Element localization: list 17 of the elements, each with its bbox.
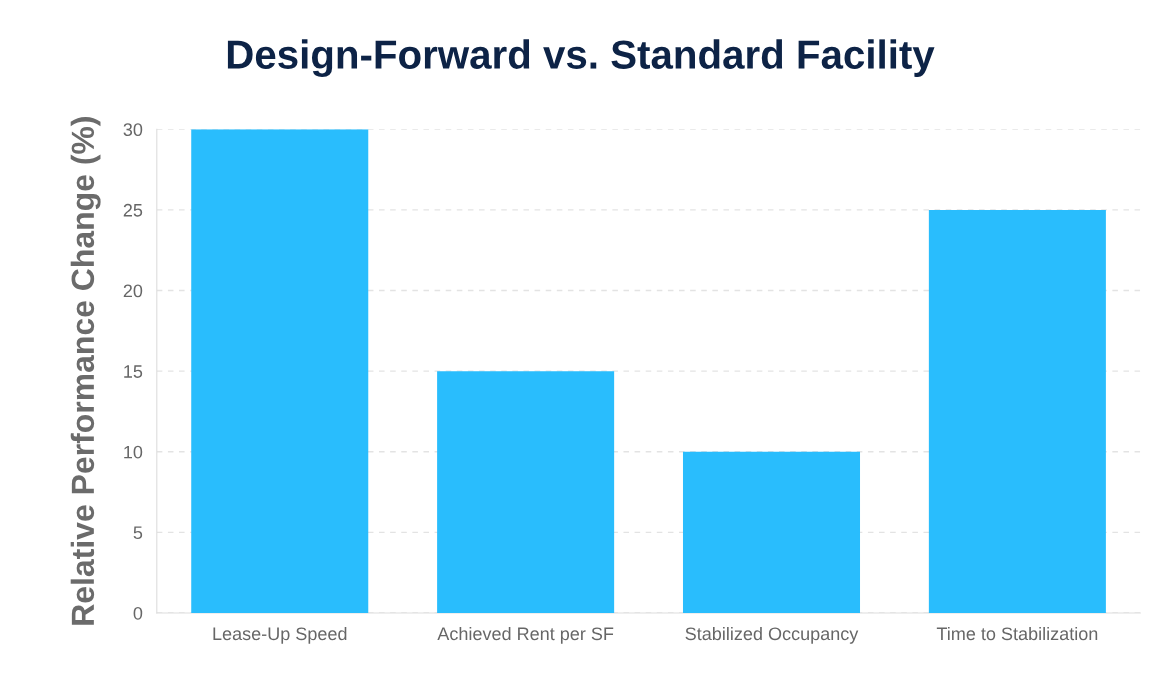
bar (191, 129, 369, 614)
bar (682, 451, 861, 614)
x-tick-label: Time to Stabilization (936, 626, 1098, 641)
y-tick-label: 0 (133, 606, 143, 620)
x-tick-label: Stabilized Occupancy (685, 626, 859, 644)
bar (437, 371, 615, 614)
bar (928, 209, 1106, 614)
y-tick-label: 25 (123, 203, 143, 217)
y-tick-label: 30 (123, 123, 143, 137)
y-tick-label: 20 (123, 284, 143, 298)
x-tick-label: Achieved Rent per SF (437, 626, 614, 644)
y-axis-title: Relative Performance Change (%) (70, 117, 101, 625)
y-tick-label: 5 (133, 526, 143, 540)
y-tick-label: 15 (124, 365, 143, 378)
x-tick-label: Lease-Up Speed (213, 626, 347, 644)
chart-title: Design-Forward vs. Standard Facility (227, 39, 935, 78)
y-tick-label: 10 (124, 445, 143, 459)
